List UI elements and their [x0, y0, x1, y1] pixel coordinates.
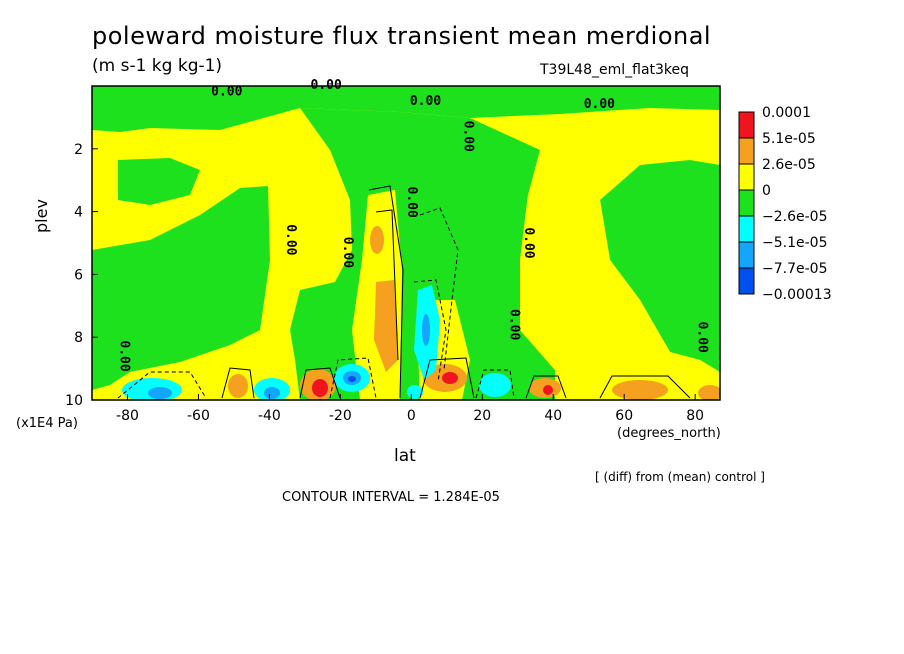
field-orange-4	[228, 374, 248, 398]
contour-label: 0.00	[116, 340, 131, 371]
chart-title: poleward moisture flux transient mean me…	[92, 22, 712, 50]
contour-label: 0.00	[404, 187, 419, 218]
contour-interval: CONTOUR INTERVAL = 1.284E-05	[282, 490, 500, 505]
contour-label: 0.00	[211, 84, 242, 99]
contour-label: 0.00	[584, 97, 615, 112]
contour-lines	[117, 185, 691, 399]
field-cyan-5	[479, 373, 511, 397]
field-orange-2	[374, 280, 398, 372]
colorbar-label: −2.6e-05	[762, 209, 827, 225]
field-orange-1	[370, 226, 384, 254]
contour-line	[475, 369, 515, 399]
x-axis-label: lat	[394, 446, 416, 466]
contour-line	[413, 279, 447, 383]
contour-line	[221, 367, 255, 399]
y-tick-label: 8	[74, 330, 83, 346]
axes: -80 -60 -40 -20 0 20 40 60 80 2 4 6 8 10	[65, 142, 704, 424]
x-tick-label: -40	[258, 408, 281, 424]
contour-line	[368, 185, 404, 399]
colorbar-swatch	[738, 111, 755, 139]
contour-label: 0.00	[340, 237, 355, 268]
contour-label: 0.00	[507, 309, 522, 340]
contour-label: 0.00	[461, 121, 476, 152]
run-id: T39L48_eml_flat3keq	[540, 62, 690, 78]
colorbar-label: −5.1e-05	[762, 235, 827, 251]
chart-units: (m s-1 kg kg-1)	[92, 56, 223, 76]
contour-line	[419, 207, 459, 371]
field-negative-right	[600, 160, 720, 372]
field-blue-5	[348, 376, 356, 382]
x-tick-label: -20	[329, 408, 352, 424]
field-negative-top	[92, 86, 720, 132]
contour-line	[599, 375, 691, 399]
x-tick-label: 80	[686, 408, 704, 424]
colorbar-swatch	[738, 137, 755, 165]
colorbar: 0.0001 5.1e-05 2.6e-05 0 −2.6e-05 −5.1e-05 −7.…	[738, 105, 832, 303]
contour-line	[419, 357, 475, 399]
contour-label: 0.00	[283, 224, 298, 255]
x-tick-label: -60	[187, 408, 210, 424]
field-negative-upper-left	[118, 158, 200, 205]
contour-label: 0.00	[521, 227, 536, 258]
contour-field	[92, 86, 720, 400]
colorbar-swatch	[738, 189, 755, 217]
field-blue-4	[148, 387, 172, 399]
x-axis-units: (degrees_north)	[617, 426, 721, 441]
colorbar-label: 0.0001	[762, 105, 811, 121]
contour-line	[525, 375, 567, 399]
contour-labels: 0.00 0.00 0.00 0.00 0.00 0.00 0.00 0.00 0.00 0.00…	[116, 78, 709, 372]
contour-line	[299, 367, 341, 399]
diff-note: [ (diff) from (mean) control ]	[595, 470, 765, 484]
field-orange-7	[612, 380, 668, 400]
x-tick-label: -80	[116, 408, 139, 424]
colorbar-label: 5.1e-05	[762, 131, 816, 147]
x-tick-label: 0	[407, 408, 416, 424]
field-blue-1	[422, 314, 430, 346]
y-tick-label: 10	[65, 393, 83, 409]
field-blue-3	[264, 387, 280, 399]
colorbar-label: 2.6e-05	[762, 157, 816, 173]
field-negative-left	[92, 186, 270, 390]
colorbar-label: −7.7e-05	[762, 261, 827, 277]
y-tick-label: 6	[74, 267, 83, 283]
y-axis-units: (x1E4 Pa)	[16, 416, 78, 431]
field-red-1	[312, 379, 328, 397]
field-orange-8	[698, 385, 720, 400]
contour-line	[375, 209, 399, 361]
field-red-2	[442, 372, 458, 384]
y-tick-label: 2	[74, 142, 83, 158]
contour-label: 0.00	[410, 94, 441, 109]
colorbar-label: −0.00013	[762, 287, 832, 303]
colorbar-swatch	[738, 241, 755, 269]
contour-label: 0.00	[695, 322, 710, 353]
x-tick-label: 40	[544, 408, 562, 424]
colorbar-swatch	[738, 215, 755, 243]
y-tick-label: 4	[74, 205, 83, 221]
colorbar-swatch	[738, 267, 755, 295]
x-tick-label: 20	[473, 408, 491, 424]
field-red-3	[543, 385, 553, 395]
colorbar-swatch	[738, 163, 755, 191]
colorbar-label: 0	[762, 183, 771, 199]
field-positive-right	[520, 185, 720, 400]
x-tick-label: 60	[615, 408, 633, 424]
plot-frame	[91, 85, 721, 401]
